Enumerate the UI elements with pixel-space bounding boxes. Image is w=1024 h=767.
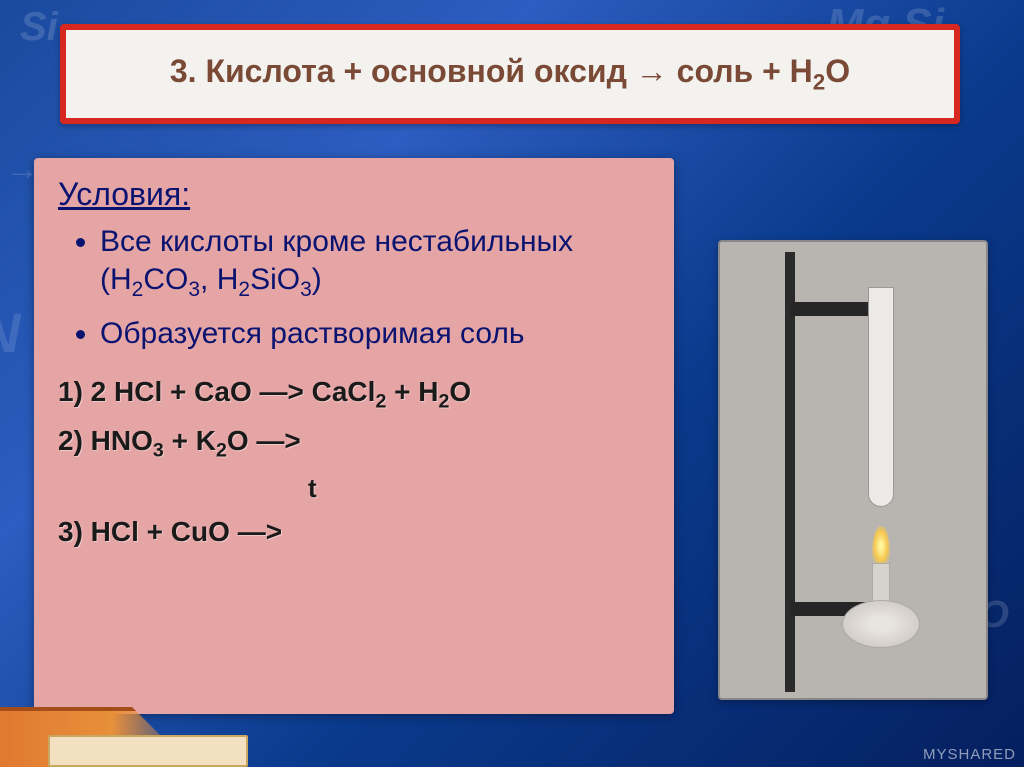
burner-neck-icon bbox=[872, 563, 890, 603]
slide-title: 3. Кислота + основной оксид → соль + H2O bbox=[170, 53, 850, 95]
bg-formula: N bbox=[0, 300, 20, 365]
equation-line: 3) HCl + CuO —> bbox=[58, 510, 650, 553]
equations-block: 1) 2 HCl + CaO —> CaCl2 + H2O 2) HNO3 + … bbox=[58, 370, 650, 554]
test-tube-icon bbox=[868, 287, 894, 507]
list-item: Все кислоты кроме нестабильных (H2CO3, H… bbox=[100, 223, 650, 303]
equation-line: 2) HNO3 + K2O —> bbox=[58, 419, 650, 466]
title-container: 3. Кислота + основной оксид → соль + H2O bbox=[60, 24, 960, 124]
bg-formula: Si bbox=[20, 5, 58, 50]
equation-line: 1) 2 HCl + CaO —> CaCl2 + H2O bbox=[58, 370, 650, 417]
conditions-heading: Условия: bbox=[58, 176, 650, 213]
lab-stand-icon bbox=[785, 252, 795, 692]
content-panel: Условия: Все кислоты кроме нестабильных … bbox=[34, 158, 674, 714]
conditions-list: Все кислоты кроме нестабильных (H2CO3, H… bbox=[58, 223, 650, 352]
flame-icon bbox=[872, 526, 890, 566]
spirit-burner-icon bbox=[842, 600, 920, 648]
list-item: Образуется растворимая соль bbox=[100, 315, 650, 353]
watermark-text: MYSHARED bbox=[923, 746, 1016, 763]
experiment-photo bbox=[718, 240, 988, 700]
equation-temp-symbol: t bbox=[58, 468, 650, 508]
decoration-icon bbox=[48, 735, 248, 767]
clamp-icon bbox=[790, 302, 880, 316]
